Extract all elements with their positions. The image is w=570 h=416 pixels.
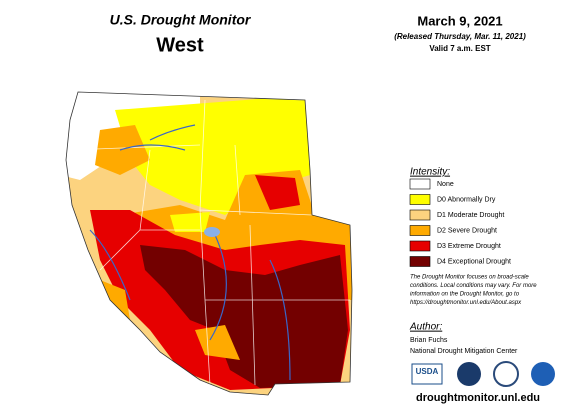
map	[65, 91, 353, 396]
note: The Drought Monitor focuses on broad-sca…	[410, 275, 537, 307]
legend-label: D1 Moderate Drought	[437, 212, 504, 219]
noaa-logo	[531, 362, 555, 386]
note-line: https://droughtmonitor.unl.edu/About.asp…	[410, 300, 522, 306]
legend-items: None D0 Abnormally Dry D1 Moderate Drought…	[409, 178, 511, 267]
author-org: National Drought Mitigation Center	[410, 348, 518, 355]
ndmc-logo	[457, 362, 481, 386]
usda-logo	[411, 363, 443, 385]
region-d4	[140, 245, 348, 388]
legend-swatch	[409, 225, 431, 236]
usda-logo-text: USDA	[416, 367, 439, 376]
note-line: The Drought Monitor focuses on broad-sca…	[410, 275, 529, 281]
region-d0	[170, 212, 210, 232]
great-salt-lake	[204, 227, 220, 237]
region-d2	[95, 125, 150, 175]
region-d2	[100, 280, 130, 320]
released: (Released Thursday, Mar. 11, 2021)	[394, 32, 526, 41]
author-title: Author:	[409, 322, 442, 333]
legend-swatch	[409, 194, 431, 205]
logos: USDA	[411, 361, 555, 387]
legend-swatch	[409, 256, 431, 267]
valid: Valid 7 a.m. EST	[429, 44, 490, 53]
author-name: Brian Fuchs	[410, 337, 448, 344]
legend-label: D4 Exceptional Drought	[437, 258, 511, 265]
legend-label: D0 Abnormally Dry	[437, 196, 496, 203]
region-d3	[255, 175, 300, 210]
date: March 9, 2021	[417, 13, 502, 28]
legend-label: D2 Severe Drought	[437, 227, 497, 234]
legend-swatch	[409, 178, 431, 190]
region: West	[156, 34, 204, 56]
legend: Intensity: None D0 Abnormally Dry D1 Moder…	[409, 167, 511, 267]
doc-logo	[493, 361, 519, 387]
note-line: information on the Drought Monitor, go t…	[410, 292, 520, 298]
legend-title: Intensity:	[410, 167, 450, 178]
url: droughtmonitor.unl.edu	[416, 392, 540, 404]
legend-label: None	[437, 181, 454, 188]
map-outline	[65, 91, 353, 396]
legend-swatch	[409, 209, 431, 221]
legend-label: D3 Extreme Drought	[437, 243, 501, 250]
title: U.S. Drought Monitor	[110, 12, 252, 28]
note-line: conditions. Local conditions may vary. F…	[410, 283, 537, 289]
rivers	[89, 124, 291, 381]
legend-swatch	[409, 240, 431, 252]
region-d2	[195, 325, 240, 360]
